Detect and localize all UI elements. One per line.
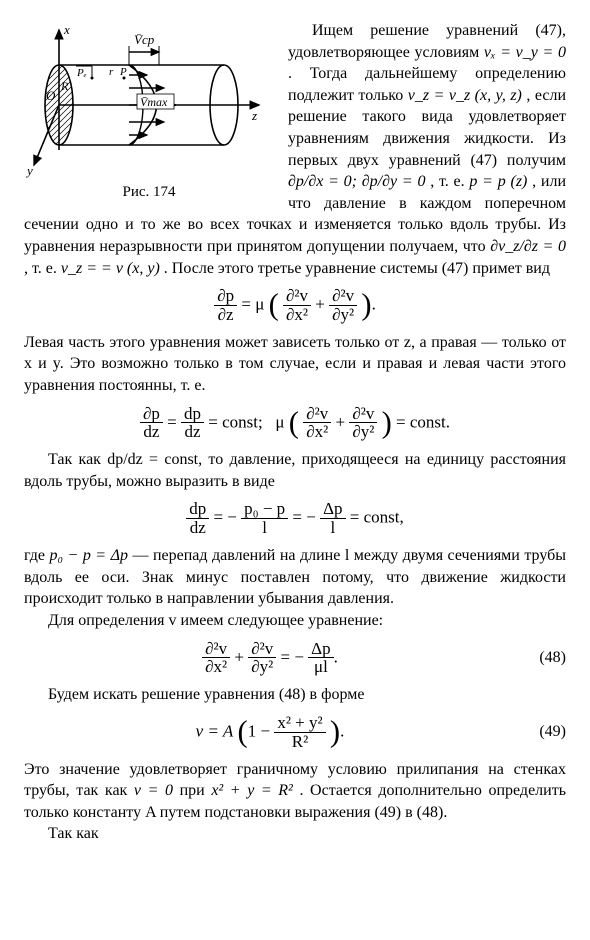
figure-caption: Рис. 174 (24, 182, 274, 202)
eq1-lhs-num: ∂p (214, 287, 237, 306)
p1-d: , т. е. (430, 173, 469, 190)
eq2-const: const; (222, 412, 263, 431)
eq3-tail: = const, (350, 508, 404, 527)
eq2-t2n: ∂²v (349, 405, 377, 424)
eq48-t2n: ∂²v (248, 640, 276, 659)
eq3-bn: p₀ − p (241, 500, 288, 519)
eq3-cn: Δp (320, 500, 345, 519)
equation-49: v = A (1 − x² + y²R² ). (49) (24, 714, 566, 751)
p7-b: при (180, 782, 212, 799)
eq1-lhs-den: ∂z (214, 306, 237, 324)
eq2-bd: dz (181, 423, 204, 441)
inline-ppz: p = p (z) (469, 173, 527, 190)
p1-f: , т. е. (24, 260, 61, 277)
eq48-num: (48) (516, 647, 566, 669)
r-big-label: R (60, 79, 69, 93)
inline-circ: x² + y = R² (211, 782, 293, 799)
inline-p0pdp: p₀ − p = Δp (50, 547, 128, 564)
pe-label: Pₑ (76, 67, 87, 79)
equation-1: ∂p∂z = μ ( ∂²v∂x² + ∂²v∂y² ). (24, 287, 566, 324)
eq2-bn: dp (181, 405, 204, 424)
eq48-rn: Δp (308, 640, 333, 659)
inline-vzfunc: v_z = v_z (x, y, z) (408, 87, 522, 104)
inline-dvzdz0: ∂v_z/∂z = 0 (490, 238, 566, 255)
inline-vzvxy: v_z = = v (x, y) (61, 260, 160, 277)
cylinder-diagram: x z y O V̄ср V̄max R r Pₑ P (24, 20, 274, 180)
eq49-lhs: v = A (196, 721, 234, 740)
axis-y-label: y (25, 163, 33, 178)
p1-g: . После этого третье уравнение системы (… (164, 260, 550, 277)
vmax-label: V̄max (140, 95, 168, 109)
eq2-an: ∂p (140, 405, 163, 424)
eq1-t1d: ∂x² (283, 306, 311, 324)
eq1-t2d: ∂y² (329, 306, 357, 324)
eq49-num: (49) (516, 721, 566, 743)
eq1-t1n: ∂²v (283, 287, 311, 306)
eq2-mu: μ (275, 412, 284, 431)
eq48-rd: μl (308, 658, 333, 676)
r-small-label: r (109, 66, 114, 78)
eq1-t2n: ∂²v (329, 287, 357, 306)
eq3-bd: l (241, 519, 288, 537)
eq49-id: R² (274, 733, 325, 751)
para-4: где p₀ − p = Δp — перепад давлений на дл… (24, 545, 566, 610)
p4-a: где (24, 547, 50, 564)
eq1-mu: μ (255, 294, 264, 313)
para-6: Будем искать решение уравнения (48) в фо… (24, 684, 566, 706)
inline-dpdx0: ∂p/∂x = 0; ∂p/∂y = 0 (288, 173, 425, 190)
vcp-label: V̄ср (134, 32, 155, 47)
eq2-t2d: ∂y² (349, 423, 377, 441)
eq49-in: x² + y² (274, 714, 325, 733)
figure-174: x z y O V̄ср V̄max R r Pₑ P (24, 20, 274, 202)
eq48-t2d: ∂y² (248, 658, 276, 676)
para-8: Так как (24, 823, 566, 845)
equation-3: dpdz = − p₀ − pl = − Δpl = const, (24, 500, 566, 537)
equation-48: ∂²v∂x² + ∂²v∂y² = − Δpμl. (48) (24, 640, 566, 677)
equation-2: ∂pdz = dpdz = const; μ ( ∂²v∂x² + ∂²v∂y²… (24, 405, 566, 442)
p-label: P (119, 66, 127, 78)
eq3-ad: dz (186, 519, 209, 537)
inline-vxvy0: vₓ = v_y = 0 (484, 44, 566, 61)
eq2-ad: dz (140, 423, 163, 441)
para-5: Для определения v имеем следующее уравне… (24, 610, 566, 632)
eq2-const2: = const. (396, 412, 450, 431)
eq2-t1n: ∂²v (303, 405, 331, 424)
para-2: Левая часть этого уравнения может зависе… (24, 332, 566, 397)
axis-x-label: x (63, 22, 70, 37)
eq3-an: dp (186, 500, 209, 519)
para-7: Это значение удовлетворяет граничному ус… (24, 759, 566, 824)
eq3-cd: l (320, 519, 345, 537)
eq48-t1d: ∂x² (202, 658, 230, 676)
para-3: Так как dp/dz = const, то давление, прих… (24, 449, 566, 492)
inline-v0: v = 0 (134, 782, 173, 799)
axis-z-label: z (251, 108, 257, 123)
eq2-t1d: ∂x² (303, 423, 331, 441)
eq48-t1n: ∂²v (202, 640, 230, 659)
